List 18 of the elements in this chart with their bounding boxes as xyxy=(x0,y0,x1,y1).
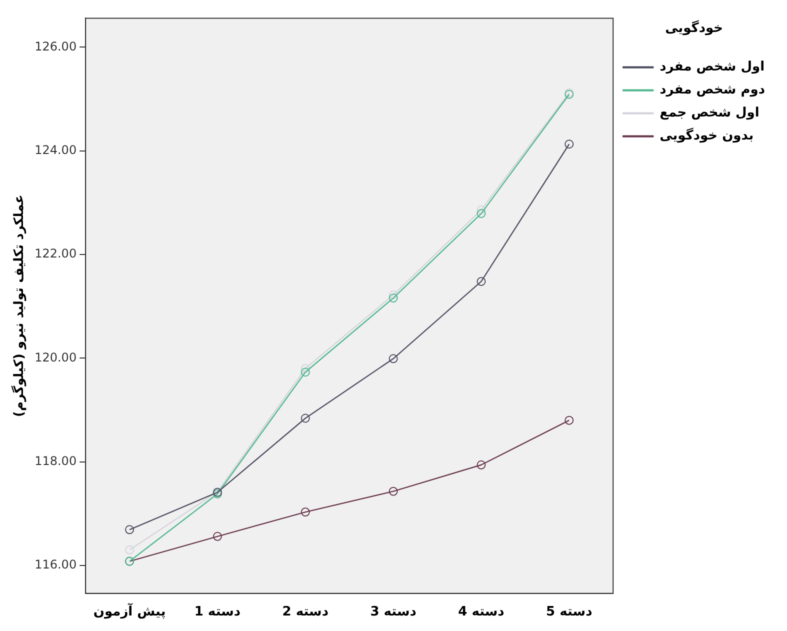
x-tick-label: پیش آزمون xyxy=(93,602,166,620)
y-axis-title: عملکرد تکلیف تولید نیرو (کیلوگرم) xyxy=(11,194,28,417)
x-tick-label: دسته 4 xyxy=(458,604,505,620)
x-tick-label: دسته 3 xyxy=(370,604,417,620)
y-tick-label: 120.00 xyxy=(34,350,77,364)
y-tick-label: 124.00 xyxy=(34,142,77,157)
y-tick-label: 126.00 xyxy=(34,39,77,54)
legend-label: بدون خودگویی xyxy=(660,128,754,144)
y-tick-label: 122.00 xyxy=(34,246,77,261)
x-tick-label: دسته 5 xyxy=(546,604,593,620)
legend-label: دوم شخص مفرد xyxy=(660,82,766,98)
x-tick-label: دسته 2 xyxy=(282,604,329,620)
legend-label: اول شخص مفرد xyxy=(660,60,765,75)
legend-label: اول شخص جمع xyxy=(660,106,760,121)
y-tick-label: 116.00 xyxy=(34,558,77,572)
y-tick-label: 118.00 xyxy=(34,454,77,468)
x-tick-label: دسته 1 xyxy=(194,604,241,620)
legend-title: خودگویی xyxy=(665,20,724,36)
